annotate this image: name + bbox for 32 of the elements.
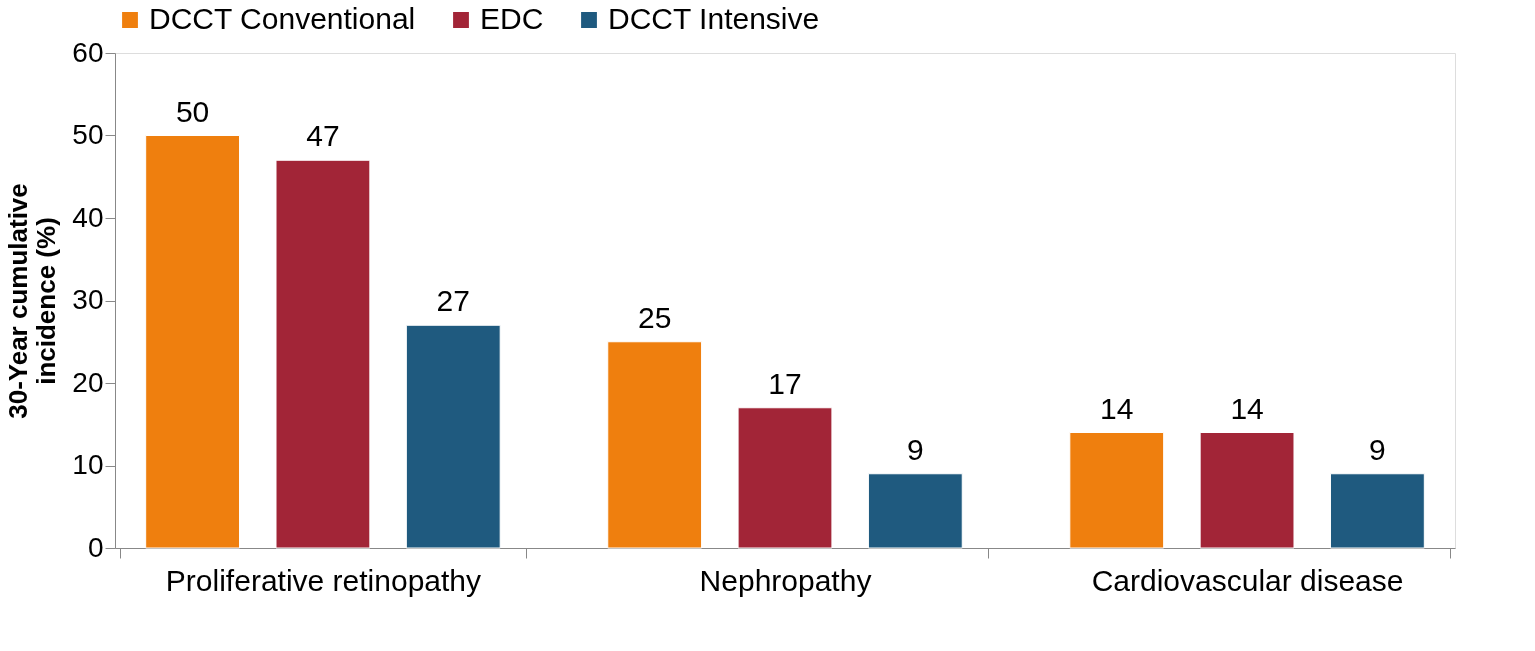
y-tick-label: 20: [72, 366, 104, 398]
bar: [737, 407, 833, 549]
data-label: 9: [906, 432, 924, 466]
bar: [405, 324, 501, 549]
bar: [607, 341, 703, 549]
data-label: 17: [768, 366, 802, 400]
data-label: 14: [1100, 391, 1134, 425]
x-tick-label: Nephropathy: [699, 563, 872, 597]
data-label: 25: [637, 300, 672, 334]
y-tick-label: 60: [72, 36, 104, 68]
y-tick-label: 10: [72, 449, 104, 480]
bar: [1329, 473, 1425, 549]
legend-label: EDC: [480, 2, 544, 35]
data-label: 9: [1369, 432, 1386, 466]
bar: [145, 135, 241, 549]
bar: [275, 159, 371, 549]
bar: [1069, 432, 1165, 549]
y-tick-label: 30: [72, 284, 104, 315]
legend-label: DCCT Conventional: [149, 2, 416, 35]
legend-label: DCCT Intensive: [608, 2, 820, 35]
data-label: 27: [436, 284, 470, 318]
y-axis-title: 30-Year cumulative incidence (%): [3, 183, 62, 419]
data-label: 14: [1230, 391, 1264, 425]
y-tick-label: 0: [87, 531, 104, 563]
y-tick-label: 50: [72, 119, 104, 150]
data-label: 47: [306, 119, 340, 153]
x-tick-label: Cardiovascular disease: [1091, 563, 1404, 597]
bar: [1199, 432, 1295, 549]
y-tick-label: 40: [72, 201, 104, 233]
x-tick-label: Proliferative retinopathy: [165, 563, 482, 597]
bar: [867, 473, 963, 549]
data-label: 50: [175, 94, 210, 128]
